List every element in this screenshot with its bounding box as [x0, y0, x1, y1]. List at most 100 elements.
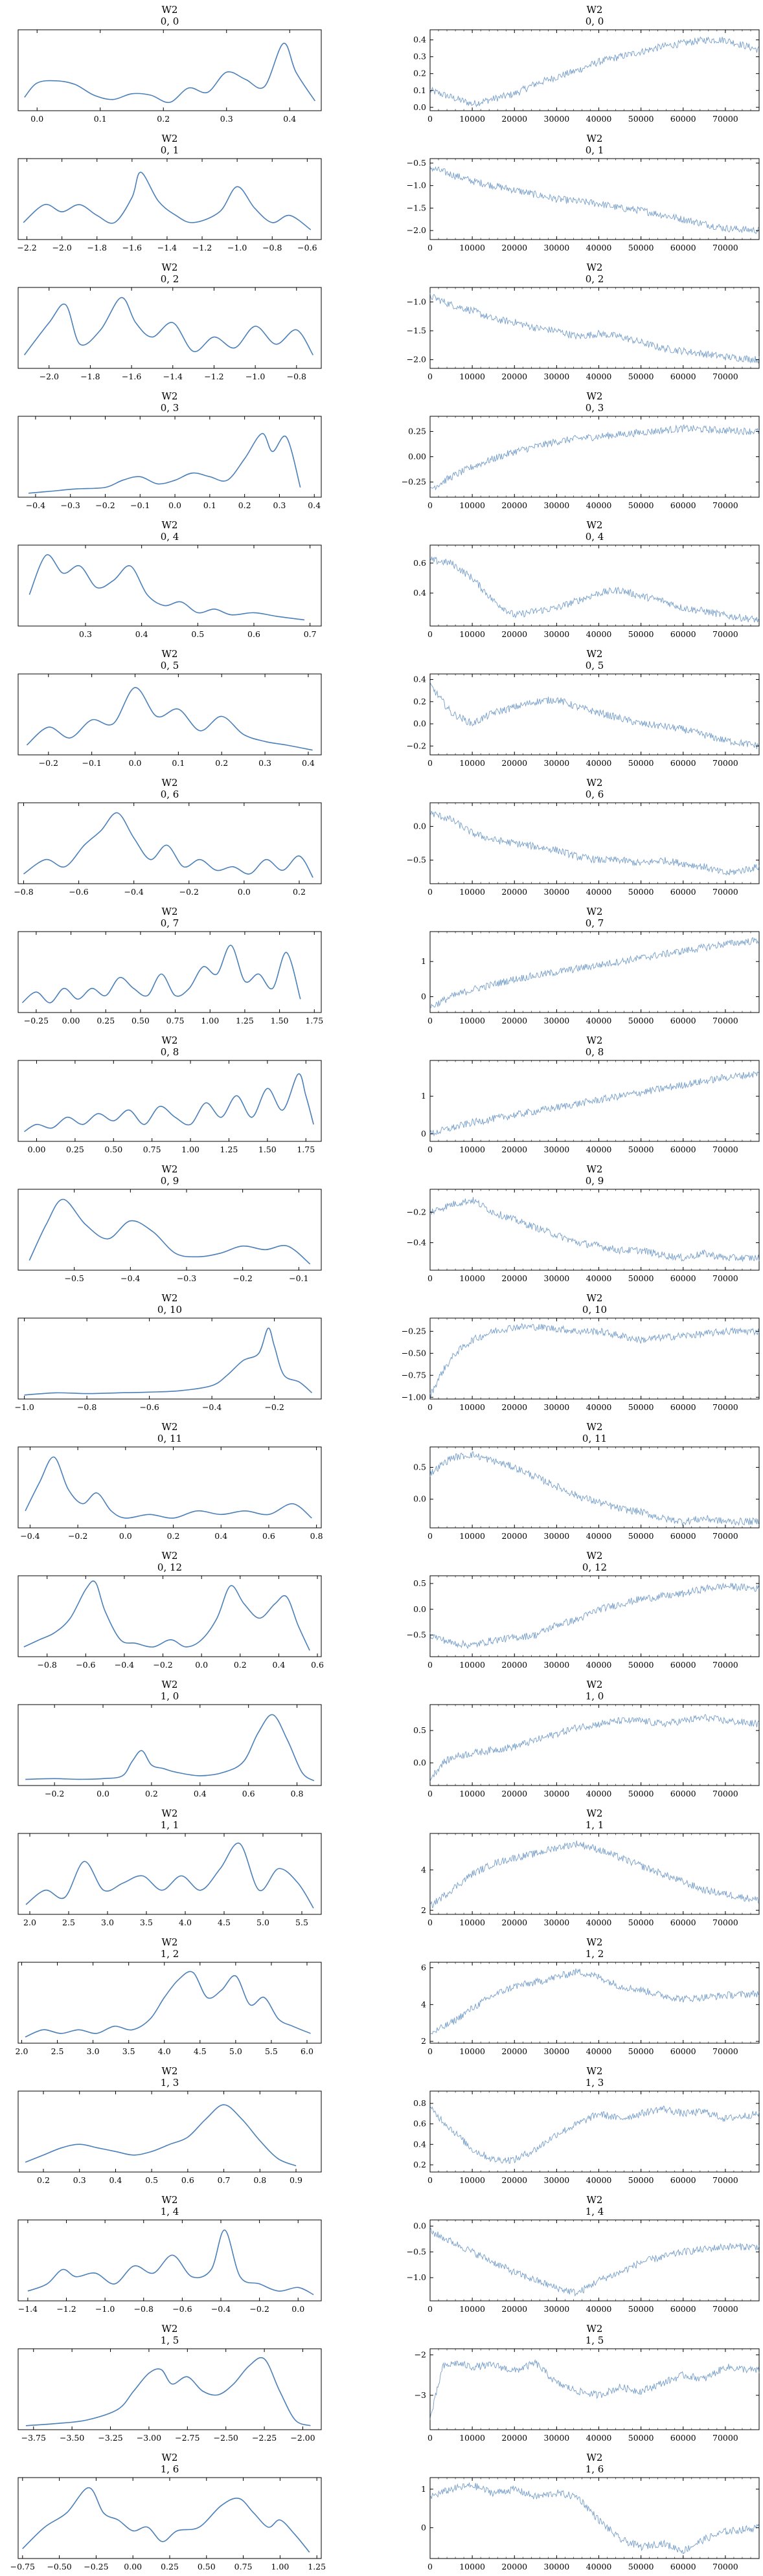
kde-xtick-label: 2.5	[51, 2046, 64, 2056]
kde-frame	[17, 802, 322, 884]
trace-sample-line	[429, 2358, 760, 2420]
trace-xtick-label: 0	[427, 2304, 433, 2314]
kde-xtick-label: −1.0	[95, 2304, 115, 2314]
trace-xtick-label: 10000	[459, 1789, 485, 1798]
kde-panel-9: W20, 9 −0.5 −0.4 −0.3 −0.2 −0.1	[17, 1163, 322, 1283]
trace-xtick-label: 60000	[670, 1145, 696, 1154]
kde-xtick-label: 0.2	[234, 1660, 247, 1670]
kde-title-coord: 0, 3	[161, 402, 179, 414]
trace-title-var: W2	[587, 1292, 603, 1304]
trace-panel-5: W20, 5 0 10000 20000 30000 40000 50000 60000 700…	[407, 648, 760, 768]
kde-xtick-label: −1.4	[163, 372, 183, 381]
trace-ytick-label: 0.2	[413, 2160, 426, 2169]
trace-panel-8: W20, 8 0 10000 20000 30000 40000 50000 60000 700…	[421, 1035, 760, 1154]
trace-title-coord: 1, 3	[586, 2077, 604, 2089]
trace-sample-line	[429, 1451, 760, 1527]
trace-xtick-label: 50000	[628, 1789, 654, 1798]
trace-xtick-label: 60000	[670, 1531, 696, 1541]
trace-xtick-label: 50000	[628, 2304, 654, 2314]
trace-title-var: W2	[587, 1808, 603, 1819]
kde-xtick-label: 0.3	[273, 500, 286, 510]
trace-ytick-label: 0.25	[408, 426, 426, 436]
trace-frame	[429, 1833, 760, 1915]
kde-title-var: W2	[162, 777, 178, 789]
kde-xtick-label: −0.8	[38, 1660, 57, 1670]
kde-xtick-label: 0.50	[198, 2562, 216, 2571]
trace-frame	[429, 1962, 760, 2044]
trace-title-coord: 0, 8	[586, 1046, 604, 1058]
trace-title-var: W2	[587, 2323, 603, 2335]
trace-panel-7: W20, 7 0 10000 20000 30000 40000 50000 60000 700…	[421, 906, 760, 1025]
kde-xtick-label: 0.0	[97, 1789, 109, 1798]
kde-title-coord: 1, 4	[161, 2206, 179, 2217]
trace-ytick-label: 0	[421, 1128, 426, 1138]
trace-xtick-label: 20000	[501, 1789, 527, 1798]
kde-xtick-label: −0.2	[264, 1402, 284, 1412]
kde-xtick-label: −0.4	[120, 1273, 140, 1283]
trace-title-coord: 0, 0	[586, 16, 604, 27]
kde-title-coord: 0, 1	[161, 144, 179, 156]
trace-xtick-label: 10000	[459, 629, 485, 639]
trace-title-var: W2	[587, 1163, 603, 1175]
trace-xtick-label: 20000	[501, 1660, 527, 1670]
trace-xtick-label: 30000	[544, 629, 570, 639]
kde-xtick-label: 3.0	[87, 2046, 100, 2056]
kde-panel-8: W20, 8 0.00 0.25 0.50 0.75 1.00 1.25 1.50 1.75	[17, 1035, 322, 1154]
trace-xtick-label: 20000	[501, 2175, 527, 2185]
kde-xtick-label: 0.00	[28, 1145, 46, 1154]
trace-ytick-label: −1.00	[402, 1392, 426, 1402]
trace-xtick-label: 10000	[459, 2175, 485, 2185]
trace-xtick-label: 50000	[628, 372, 654, 381]
kde-xtick-label: −3.75	[21, 2433, 46, 2443]
kde-title-var: W2	[162, 1421, 178, 1433]
trace-xtick-label: 70000	[712, 114, 738, 124]
trace-ytick-label: −1.5	[407, 203, 426, 212]
trace-xtick-label: 20000	[501, 243, 527, 252]
kde-panel-16: W21, 3 0.2 0.3 0.4 0.5 0.6 0.7 0.8 0.9	[17, 2065, 322, 2185]
trace-xtick-label: 10000	[459, 1016, 485, 1025]
trace-title-coord: 1, 5	[586, 2335, 604, 2346]
trace-xtick-label: 60000	[670, 500, 696, 510]
kde-xtick-label: 0.50	[131, 1016, 150, 1025]
trace-xtick-label: 70000	[712, 1531, 738, 1541]
trace-xtick-label: 60000	[670, 887, 696, 897]
trace-xtick-label: 10000	[459, 2433, 485, 2443]
kde-xtick-label: −0.5	[64, 1273, 84, 1283]
kde-xtick-label: −0.8	[262, 243, 282, 252]
trace-panel-16: W21, 3 0 10000 20000 30000 40000 50000 60000 700…	[413, 2065, 760, 2185]
trace-ytick-label: 4	[421, 1865, 426, 1874]
trace-xtick-label: 50000	[628, 629, 654, 639]
kde-xtick-label: −0.2	[68, 1531, 87, 1541]
kde-xtick-label: 1.00	[271, 2562, 289, 2571]
kde-xtick-label: −0.2	[95, 500, 115, 510]
trace-xtick-label: 50000	[628, 1016, 654, 1025]
kde-title-coord: 1, 1	[161, 1819, 179, 1831]
trace-xtick-label: 10000	[459, 372, 485, 381]
kde-panel-6: W20, 6 −0.8 −0.6 −0.4 −0.2 0.0 0.2	[14, 777, 322, 897]
trace-ytick-label: −0.25	[402, 1326, 426, 1336]
trace-xtick-label: 10000	[459, 114, 485, 124]
trace-ytick-label: −1.0	[407, 2272, 426, 2282]
kde-xtick-label: 4.0	[179, 1918, 192, 1927]
trace-sample-line	[429, 681, 760, 750]
trace-ytick-label: −0.2	[407, 741, 426, 750]
trace-sample-line	[429, 1196, 760, 1262]
trace-xtick-label: 10000	[459, 758, 485, 768]
kde-frame	[17, 931, 322, 1013]
trace-frame	[429, 29, 760, 111]
trace-xtick-label: 20000	[501, 1016, 527, 1025]
trace-xtick-label: 20000	[501, 2433, 527, 2443]
kde-xtick-label: 0.5	[191, 629, 204, 639]
kde-xtick-label: 0.3	[258, 758, 271, 768]
kde-title-var: W2	[162, 1163, 178, 1175]
kde-xtick-label: 0.5	[145, 2175, 158, 2185]
trace-frame	[429, 2219, 760, 2302]
trace-xtick-label: 40000	[586, 1145, 612, 1154]
kde-xtick-label: −0.6	[297, 243, 317, 252]
trace-xtick-label: 30000	[544, 1789, 570, 1798]
kde-xtick-label: 0.2	[215, 758, 228, 768]
kde-xtick-label: 0.2	[145, 1789, 158, 1798]
trace-ytick-label: 0.0	[413, 821, 426, 831]
kde-xtick-label: 2.0	[23, 1918, 36, 1927]
kde-xtick-label: −0.8	[134, 2304, 154, 2314]
